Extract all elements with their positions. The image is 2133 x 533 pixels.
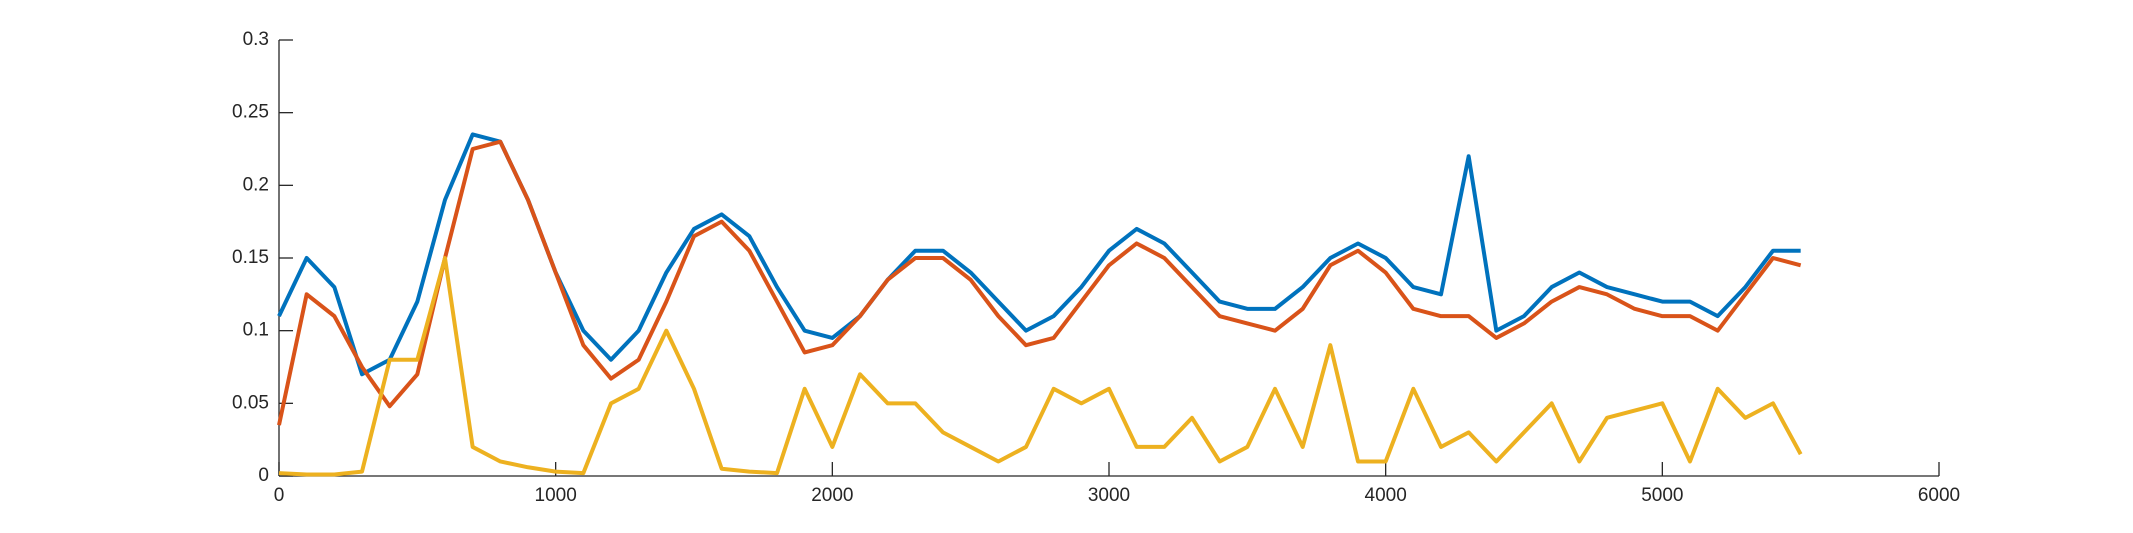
y-tick-label: 0	[258, 465, 269, 486]
y-tick-label: 0.05	[232, 392, 269, 413]
x-tick-label: 4000	[1365, 485, 1407, 506]
x-tick-label: 0	[274, 485, 285, 506]
y-tick-label: 0.1	[243, 320, 269, 341]
series-line	[277, 139, 1802, 426]
x-tick-label: 2000	[811, 485, 853, 506]
x-tick-label: 1000	[535, 485, 577, 506]
x-tick-label: 5000	[1641, 485, 1683, 506]
y-tick-label: 0.25	[232, 102, 269, 123]
x-tick-label: 3000	[1088, 485, 1130, 506]
y-tick-label: 0.15	[232, 247, 269, 268]
x-tick-label: 6000	[1918, 485, 1960, 506]
y-tick-label: 0.2	[243, 174, 269, 195]
series-line	[277, 132, 1801, 377]
y-tick-label: 0.3	[243, 29, 269, 50]
series-line	[278, 256, 1803, 477]
